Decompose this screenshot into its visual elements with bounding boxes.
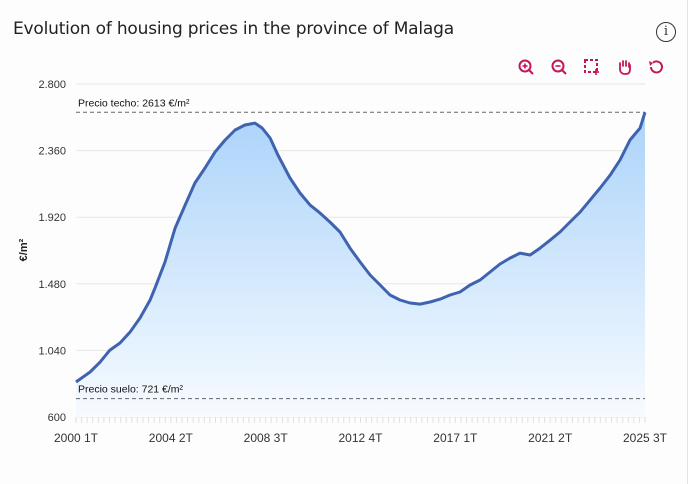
x-tick-label: 2012 4T <box>338 431 383 445</box>
chart-title: Evolution of housing prices in the provi… <box>13 19 454 39</box>
zoom-in-icon[interactable] <box>517 58 535 76</box>
info-icon[interactable]: i <box>656 22 676 42</box>
y-tick-label: 600 <box>48 412 66 424</box>
threshold-label: Precio techo: 2613 €/m² <box>78 97 190 109</box>
y-tick-label: 1.480 <box>38 279 66 291</box>
x-tick-label: 2021 2T <box>528 431 573 445</box>
y-tick-label: 1.040 <box>38 345 66 357</box>
zoom-out-icon[interactable] <box>550 58 568 76</box>
x-tick-label: 2000 1T <box>54 431 99 445</box>
x-tick-label: 2017 1T <box>433 431 478 445</box>
price-line <box>75 111 647 384</box>
pan-hand-icon[interactable] <box>616 58 634 76</box>
selection-zoom-icon[interactable] <box>583 58 601 76</box>
x-tick-label: 2004 2T <box>149 431 194 445</box>
y-axis-label: €/m² <box>18 238 30 261</box>
y-tick-label: 2.800 <box>38 79 66 91</box>
threshold-label: Precio suelo: 721 €/m² <box>78 384 184 396</box>
reset-icon[interactable] <box>647 58 665 76</box>
x-tick-label: 2008 3T <box>244 431 289 445</box>
y-tick-label: 2.360 <box>38 146 66 158</box>
y-tick-label: 1.920 <box>38 212 66 224</box>
x-tick-label: 2025 3T <box>623 431 668 445</box>
